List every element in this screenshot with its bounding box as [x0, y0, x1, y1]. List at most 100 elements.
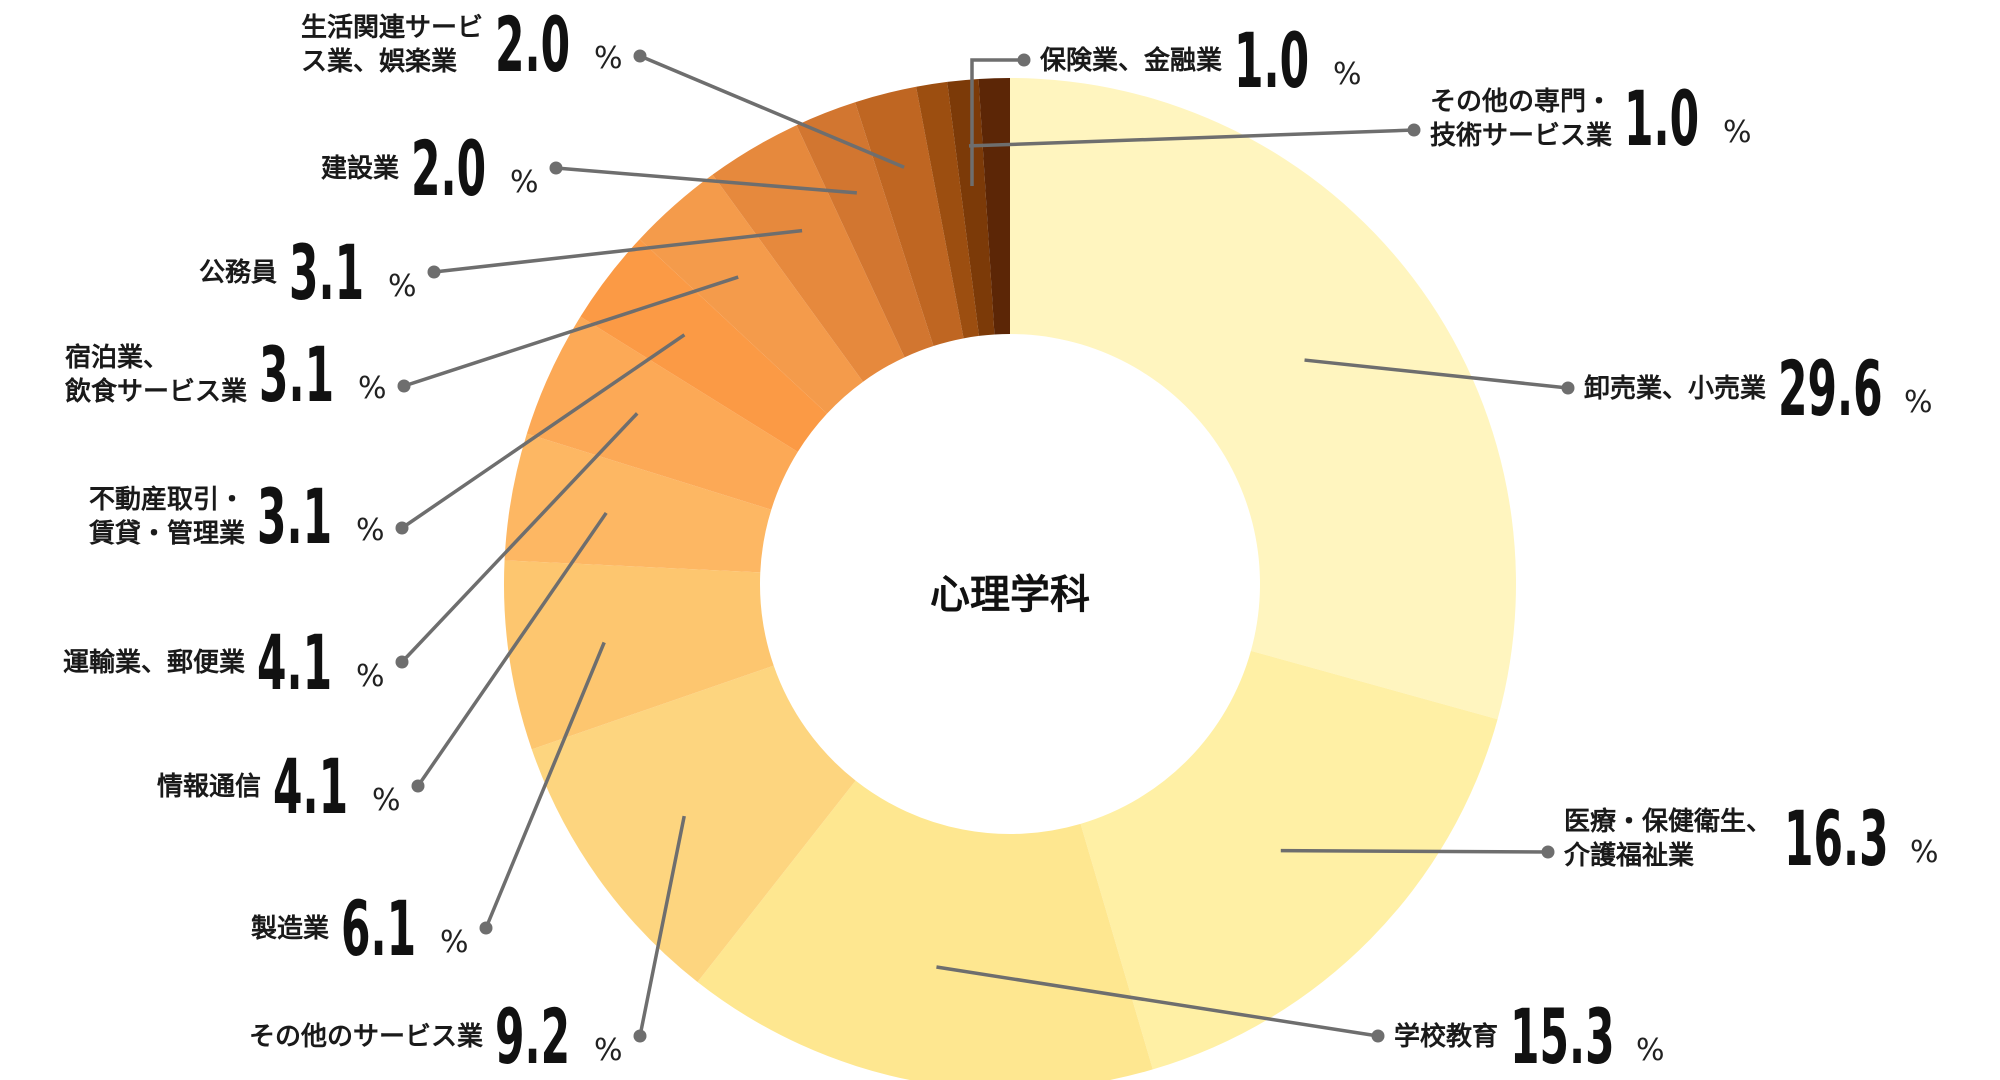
category-label: 保険業、金融業: [1039, 45, 1222, 76]
category-label: 生活関連サービ: [301, 13, 483, 43]
leader-dot-12: [1017, 53, 1031, 67]
leader-line-3: [638, 815, 686, 1037]
leader-line-0: [1304, 358, 1569, 390]
percent-sign: %: [388, 269, 417, 304]
category-label: ス業、娯楽業: [301, 47, 457, 77]
percent-sign: %: [1333, 57, 1362, 92]
pie-slice-10: [796, 102, 934, 358]
value-label: 1.0: [1234, 16, 1309, 105]
value-label: 4.1: [257, 618, 332, 707]
pie-slice-4: [504, 560, 774, 750]
percent-sign: %: [440, 925, 469, 960]
slice-label-3: その他のサービス業 9.2%: [249, 992, 623, 1080]
chart-slices: [504, 78, 1516, 1080]
slice-label-8: 宿泊業、飲食サービス業 3.1%: [64, 330, 387, 419]
category-label: 建設業: [321, 153, 399, 184]
category-label: 公務員: [199, 258, 277, 288]
category-label: 不動産取引・: [89, 484, 245, 515]
slice-label-2: 学校教育 15.3%: [1394, 992, 1665, 1080]
percent-sign: %: [356, 659, 385, 694]
category-label: その他のサービス業: [249, 1022, 483, 1052]
leader-line-4: [484, 641, 606, 929]
pie-slice-6: [526, 316, 798, 510]
slice-label-9: 公務員 3.1%: [199, 228, 417, 317]
category-label: 技術サービス業: [1430, 121, 1612, 151]
leader-dot-6: [395, 655, 409, 669]
leader-dot-2: [1371, 1029, 1385, 1043]
percent-sign: %: [358, 371, 387, 406]
pie-slice-3: [531, 665, 856, 982]
category-label: 情報通信: [157, 772, 261, 802]
leader-line-1: [1280, 848, 1549, 854]
pie-slice-12: [916, 81, 979, 339]
percent-sign: %: [510, 165, 539, 200]
value-label: 3.1: [289, 228, 364, 317]
category-label: 学校教育: [1394, 1021, 1498, 1052]
slice-label-1: 医療・保健衛生、介護福祉業 16.3%: [1563, 794, 1939, 883]
leader-line-9: [433, 228, 803, 274]
pie-slice-13: [947, 78, 995, 336]
pie-slice-8: [639, 174, 864, 414]
category-label: 飲食サービス業: [64, 376, 247, 407]
slice-label-13: その他の専門・技術サービス業 1.0%: [1430, 74, 1752, 163]
category-label: 介護福祉業: [1563, 840, 1694, 871]
value-label: 2.0: [411, 124, 486, 213]
leader-lines: [395, 49, 1575, 1043]
category-label: 宿泊業、: [65, 342, 169, 373]
percent-sign: %: [1636, 1033, 1665, 1068]
slice-labels: 卸売業、小売業 29.6 %医療・保健衛生、介護福祉業 16.3 %学校教育 15.3 %そ…: [63, 0, 1939, 1080]
leader-dot-7: [395, 521, 409, 535]
leader-dot-4: [479, 921, 493, 935]
leader-line-11: [639, 54, 905, 169]
leader-dot-0: [1561, 381, 1575, 395]
leader-dot-13: [1407, 123, 1421, 137]
category-label: 賃貸・管理業: [88, 518, 245, 549]
category-label: 卸売業、小売業: [1584, 373, 1766, 404]
value-label: 4.1: [273, 742, 348, 831]
percent-sign: %: [1904, 385, 1933, 420]
value-label: 1.0: [1624, 74, 1699, 163]
value-label: 9.2: [495, 992, 570, 1080]
percent-sign: %: [372, 783, 401, 818]
leader-line-10: [555, 166, 857, 195]
value-label: 6.1: [341, 884, 416, 973]
slice-label-6: 運輸業、郵便業 4.1%: [63, 618, 385, 707]
leader-dot-9: [427, 265, 441, 279]
pie-slice-9: [712, 125, 905, 382]
pie-slice-0: [1010, 78, 1516, 720]
category-label: 医療・保健衛生、: [1564, 807, 1772, 837]
leader-dot-8: [397, 379, 411, 393]
slice-label-0: 卸売業、小売業 29.6%: [1584, 344, 1933, 433]
percent-sign: %: [594, 1033, 623, 1068]
pie-slice-5: [504, 433, 772, 573]
pie-slice-11: [855, 86, 964, 346]
pie-slice-1: [1080, 650, 1498, 1070]
pie-slice-14: [978, 78, 1010, 335]
percent-sign: %: [1910, 835, 1939, 870]
value-label: 15.3: [1510, 992, 1615, 1080]
category-label: 製造業: [251, 914, 329, 944]
category-label: その他の専門・: [1430, 87, 1612, 117]
slice-label-10: 建設業 2.0%: [321, 124, 539, 213]
leader-line-8: [403, 275, 739, 388]
leader-dot-10: [549, 161, 563, 175]
pie-slice-2: [697, 780, 1153, 1080]
percent-sign: %: [356, 513, 385, 548]
leader-dot-3: [633, 1029, 647, 1043]
pie-slice-7: [580, 239, 828, 452]
leader-dot-5: [411, 779, 425, 793]
slice-label-4: 製造業 6.1%: [251, 884, 469, 973]
percent-sign: %: [594, 41, 623, 76]
value-label: 16.3: [1784, 794, 1889, 883]
value-label: 3.1: [257, 472, 332, 561]
leader-line-2: [936, 965, 1379, 1038]
value-label: 2.0: [495, 0, 570, 89]
value-label: 29.6: [1778, 344, 1883, 433]
leader-line-12: [970, 58, 1024, 186]
slice-label-5: 情報通信 4.1%: [157, 742, 401, 831]
slice-label-12: 保険業、金融業 1.0%: [1039, 16, 1362, 105]
leader-dot-1: [1541, 845, 1555, 859]
leader-line-6: [400, 412, 639, 664]
